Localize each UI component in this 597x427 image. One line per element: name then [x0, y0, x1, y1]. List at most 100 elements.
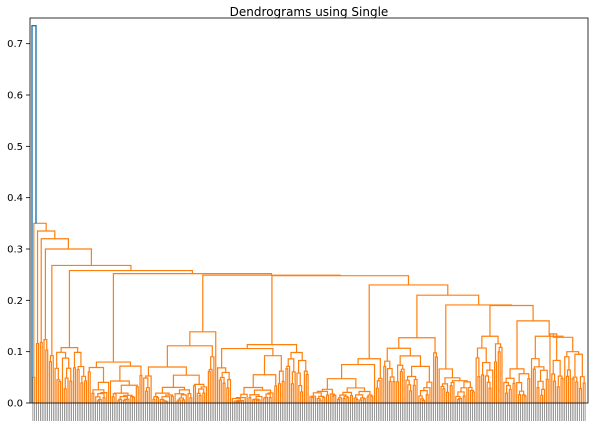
link — [397, 364, 404, 382]
link — [248, 397, 252, 403]
link — [412, 384, 416, 403]
link — [523, 395, 527, 403]
link — [236, 399, 245, 403]
y-tick-label: 0.1 — [7, 347, 23, 358]
link — [69, 380, 73, 403]
link — [111, 396, 115, 403]
link — [312, 392, 322, 397]
link — [80, 382, 84, 403]
link — [575, 381, 579, 403]
link — [494, 343, 502, 362]
link — [219, 376, 225, 384]
link — [416, 294, 480, 338]
link — [450, 381, 455, 403]
link — [378, 377, 383, 403]
link — [331, 395, 335, 403]
link — [227, 379, 232, 403]
link — [449, 385, 453, 403]
link — [512, 382, 516, 403]
link — [252, 399, 256, 403]
link — [322, 396, 326, 403]
link — [337, 398, 341, 403]
link — [493, 361, 498, 403]
link — [346, 387, 366, 393]
link — [409, 390, 413, 403]
link — [156, 396, 160, 403]
link — [112, 393, 117, 403]
link — [139, 374, 143, 403]
link — [202, 392, 206, 403]
link — [290, 383, 294, 403]
link — [243, 386, 264, 395]
link — [100, 392, 108, 403]
link — [130, 395, 135, 403]
link — [193, 383, 205, 387]
link — [383, 365, 387, 403]
link — [207, 370, 211, 403]
link — [170, 395, 174, 403]
link — [541, 388, 546, 403]
link — [469, 389, 474, 403]
link — [192, 385, 197, 403]
link — [125, 398, 130, 403]
link — [198, 394, 202, 403]
link — [114, 392, 129, 396]
link — [135, 386, 139, 403]
link — [32, 376, 36, 403]
link — [389, 376, 395, 382]
link — [221, 347, 274, 368]
link — [58, 380, 62, 403]
link — [290, 351, 303, 361]
link — [481, 335, 499, 349]
link — [571, 378, 575, 403]
link — [398, 337, 436, 353]
link — [360, 397, 365, 401]
root-link — [31, 25, 37, 403]
link — [285, 368, 289, 403]
link — [189, 397, 193, 403]
link — [426, 381, 433, 403]
link — [370, 395, 374, 403]
link — [518, 390, 525, 395]
link — [256, 399, 261, 403]
link — [505, 384, 511, 394]
link — [51, 264, 132, 356]
link — [488, 387, 492, 403]
link — [471, 391, 475, 403]
link — [376, 380, 381, 403]
link — [463, 381, 471, 388]
link — [440, 385, 445, 403]
link — [536, 387, 540, 403]
link — [359, 399, 363, 403]
link — [574, 353, 583, 378]
link — [497, 351, 501, 403]
link — [366, 396, 370, 403]
link — [73, 351, 82, 368]
link — [486, 369, 494, 403]
link — [582, 382, 586, 403]
link — [305, 373, 309, 403]
link — [318, 399, 322, 403]
link — [298, 384, 303, 403]
link — [87, 371, 91, 403]
link — [420, 398, 425, 403]
link — [76, 369, 80, 403]
link — [303, 370, 308, 403]
y-tick-label: 0.0 — [7, 399, 23, 410]
link — [123, 398, 128, 403]
link — [407, 384, 412, 403]
link — [263, 355, 282, 375]
link — [102, 397, 106, 403]
link — [349, 394, 353, 403]
link — [66, 367, 72, 382]
link — [147, 366, 187, 377]
link — [222, 382, 226, 403]
link — [413, 378, 418, 403]
link — [48, 361, 52, 403]
link — [291, 371, 296, 403]
link — [556, 386, 560, 403]
link — [253, 389, 272, 395]
link — [300, 391, 304, 403]
link — [540, 394, 544, 403]
